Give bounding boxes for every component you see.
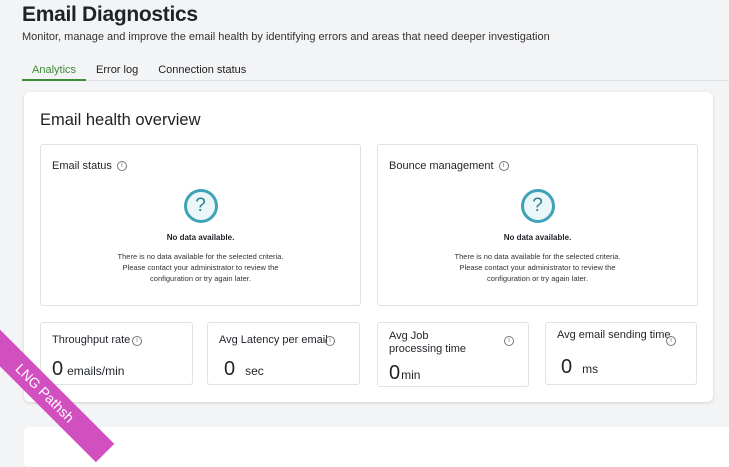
tab-analytics[interactable]: Analytics <box>22 62 87 81</box>
metric-unit: emails/min <box>67 364 125 378</box>
panel-title: Email status <box>52 160 112 172</box>
metric-value: 0 <box>224 358 236 380</box>
info-icon[interactable]: i <box>116 161 127 171</box>
tab-error-log[interactable]: Error log <box>96 64 139 76</box>
metric-label: Throughput rate <box>52 334 131 346</box>
empty-title: No data available. <box>166 233 235 242</box>
metric-unit: ms <box>582 362 599 376</box>
empty-state: ? No data available. There is no data av… <box>41 189 360 284</box>
panel-title: Bounce management <box>389 160 494 172</box>
section-title: Email health overview <box>40 111 201 129</box>
metric-avg-email-sending: Avg email sending time i 0 ms <box>545 322 697 385</box>
metric-throughput-rate: Throughput rate i 0 emails/min <box>40 322 193 385</box>
email-health-overview-card: Email health overview Email status i ? No… <box>24 92 713 402</box>
bounce-management-panel: Bounce management i ? No data available. … <box>377 144 698 306</box>
info-icon[interactable]: i <box>325 336 335 346</box>
metric-value: 0 <box>52 358 64 380</box>
question-icon: ? <box>520 189 555 223</box>
metric-label: Avg Latency per email <box>219 334 328 346</box>
info-icon[interactable]: i <box>504 336 514 346</box>
metric-label: Avg Job processing time <box>389 330 467 355</box>
metric-value: 0 <box>389 362 401 384</box>
empty-text: There is no data available for the selec… <box>454 252 621 283</box>
next-card <box>24 427 729 467</box>
info-icon[interactable]: i <box>132 336 142 346</box>
metric-value: 0 <box>561 356 573 378</box>
metric-unit: sec <box>245 364 264 378</box>
tab-bar: Analytics Error log Connection status <box>22 62 729 81</box>
page-title: Email Diagnostics <box>22 3 198 26</box>
info-icon[interactable]: i <box>666 336 676 346</box>
metric-avg-latency: Avg Latency per email i 0 sec <box>207 322 360 385</box>
question-icon: ? <box>183 189 218 223</box>
page-subtitle: Monitor, manage and improve the email he… <box>22 31 550 43</box>
empty-state: ? No data available. There is no data av… <box>378 189 697 284</box>
empty-text: There is no data available for the selec… <box>117 252 284 283</box>
empty-title: No data available. <box>503 233 572 242</box>
info-icon[interactable]: i <box>498 161 509 171</box>
metric-unit: min <box>401 368 421 382</box>
email-status-panel: Email status i ? No data available. There… <box>40 144 361 306</box>
tab-connection-status[interactable]: Connection status <box>158 64 247 76</box>
metric-avg-job-processing: Avg Job processing time i 0 min <box>377 322 529 387</box>
metric-label: Avg email sending time <box>557 329 671 341</box>
